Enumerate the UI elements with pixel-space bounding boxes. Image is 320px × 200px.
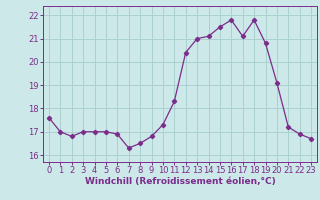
- X-axis label: Windchill (Refroidissement éolien,°C): Windchill (Refroidissement éolien,°C): [84, 177, 276, 186]
